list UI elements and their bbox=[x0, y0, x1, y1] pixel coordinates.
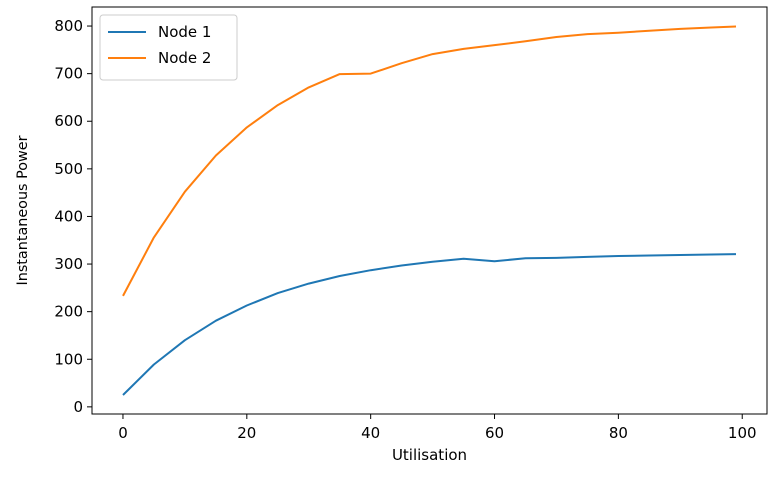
x-tick-label: 60 bbox=[485, 424, 504, 442]
x-tick-label: 20 bbox=[237, 424, 256, 442]
x-axis-label: Utilisation bbox=[392, 446, 467, 464]
y-tick-label: 700 bbox=[54, 65, 83, 83]
y-axis-ticks: 0 100 200 300 400 500 600 700 800 bbox=[54, 17, 92, 416]
legend-label-2: Node 2 bbox=[158, 49, 211, 67]
x-tick-label: 40 bbox=[361, 424, 380, 442]
x-tick-label: 100 bbox=[728, 424, 757, 442]
y-tick-label: 300 bbox=[54, 255, 83, 273]
y-axis-label: Instantaneous Power bbox=[15, 135, 31, 285]
series-line-1 bbox=[122, 253, 737, 396]
legend-label-1: Node 1 bbox=[158, 23, 211, 41]
x-axis-ticks: 0 20 40 60 80 100 bbox=[118, 414, 757, 442]
x-tick-label: 80 bbox=[609, 424, 628, 442]
y-tick-label: 800 bbox=[54, 17, 83, 35]
legend: Node 1 Node 2 bbox=[99, 14, 238, 81]
plot-frame bbox=[91, 6, 768, 415]
y-tick-label: 600 bbox=[54, 112, 83, 130]
y-tick-label: 100 bbox=[54, 350, 83, 368]
x-tick-label: 0 bbox=[118, 424, 128, 442]
series-line-2 bbox=[122, 25, 737, 297]
series-lines bbox=[122, 25, 737, 396]
y-tick-label: 400 bbox=[54, 207, 83, 225]
y-tick-label: 500 bbox=[54, 160, 83, 178]
y-tick-label: 200 bbox=[54, 303, 83, 321]
y-tick-label: 0 bbox=[73, 398, 83, 416]
